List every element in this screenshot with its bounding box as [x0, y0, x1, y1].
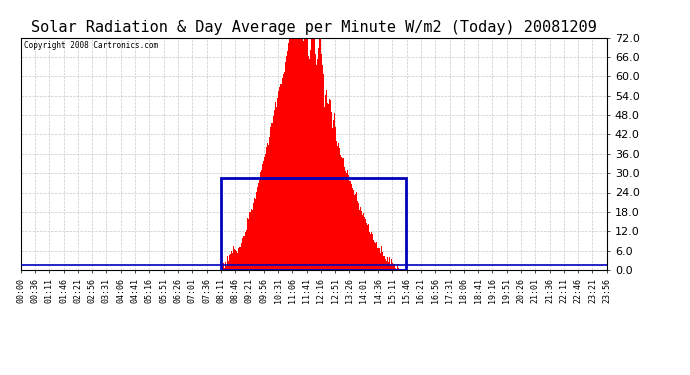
Text: Copyright 2008 Cartronics.com: Copyright 2008 Cartronics.com [23, 41, 158, 50]
Bar [221, 178, 406, 270]
Title: Solar Radiation & Day Average per Minute W/m2 (Today) 20081209: Solar Radiation & Day Average per Minute… [31, 20, 597, 35]
